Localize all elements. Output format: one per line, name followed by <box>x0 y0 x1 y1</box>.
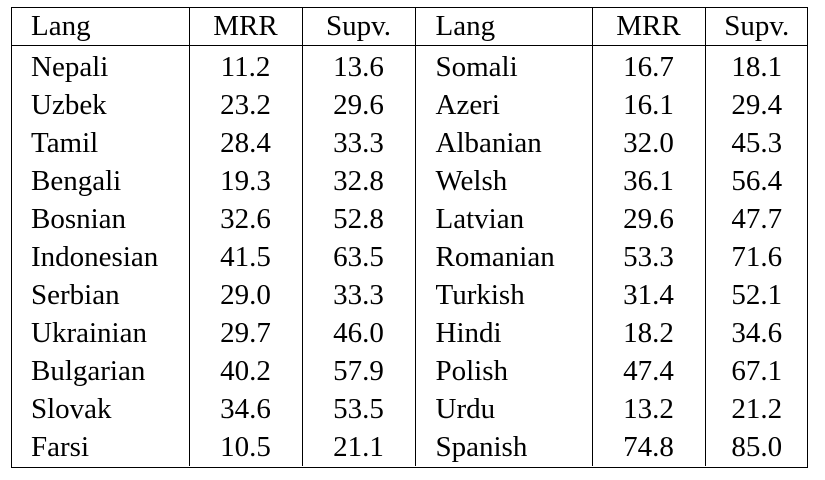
cell-lang-right: Albanian <box>415 124 593 162</box>
header-supv-right: Supv. <box>705 7 808 46</box>
cell-supv-right: 47.7 <box>731 203 783 235</box>
cell-lang-left: Serbian <box>11 276 190 314</box>
cell-lang-right: Somali <box>415 45 593 86</box>
cell-mrr-right: 13.2 <box>592 390 706 428</box>
cell-mrr-left: 32.6 <box>189 200 303 238</box>
cell-supv-right: 34.6 <box>731 317 783 349</box>
cell-mrr-right: 36.1 <box>592 162 706 200</box>
cell-mrr-left: 40.2 <box>189 352 303 390</box>
cell-supv-left: 21.1 <box>302 428 416 466</box>
cell-mrr-right: 74.8 <box>592 428 706 466</box>
cell-mrr-right: 53.3 <box>592 238 706 276</box>
header-lang-right: Lang <box>415 7 593 46</box>
cell-supv-right: 85.0 <box>731 431 783 463</box>
cell-supv-left: 29.6 <box>302 86 416 124</box>
cell-mrr-right: 31.4 <box>592 276 706 314</box>
cell-supv-right: 29.4 <box>731 89 783 121</box>
header-lang-left: Lang <box>11 7 190 46</box>
cell-supv-right: 67.1 <box>731 355 783 387</box>
cell-lang-right: Latvian <box>415 200 593 238</box>
cell-supv-left: 52.8 <box>302 200 416 238</box>
cell-lang-left: Farsi <box>11 428 190 466</box>
table-row: Farsi 10.5 21.1 Spanish 74.8 85.0 <box>11 428 808 466</box>
table-row: Serbian 29.0 33.3 Turkish 31.4 52.1 <box>11 276 808 314</box>
cell-supv-left: 63.5 <box>302 238 416 276</box>
header-row: Lang MRR Supv. Lang MRR Supv. <box>11 7 808 46</box>
cell-lang-left: Ukrainian <box>11 314 190 352</box>
cell-mrr-left: 19.3 <box>189 162 303 200</box>
cell-supv-right: 52.1 <box>731 279 783 311</box>
cell-lang-right: Turkish <box>415 276 593 314</box>
cell-lang-left: Tamil <box>11 124 190 162</box>
cell-lang-left: Nepali <box>11 45 190 86</box>
table-body: Nepali 11.2 13.6 Somali 16.7 18.1 Uzbek 23.2 29.… <box>11 45 808 466</box>
cell-supv-right: 56.4 <box>731 165 783 197</box>
cell-mrr-left: 28.4 <box>189 124 303 162</box>
cell-mrr-left: 23.2 <box>189 86 303 124</box>
header-supv-left: Supv. <box>302 7 416 46</box>
table-row: Tamil 28.4 33.3 Albanian 32.0 45.3 <box>11 124 808 162</box>
cell-supv-right: 45.3 <box>731 127 783 159</box>
cell-supv-right: 18.1 <box>731 51 783 83</box>
cell-supv-left: 32.8 <box>302 162 416 200</box>
cell-supv-left: 13.6 <box>302 45 416 86</box>
table-row: Bengali 19.3 32.8 Welsh 36.1 56.4 <box>11 162 808 200</box>
table-header: Lang MRR Supv. Lang MRR Supv. <box>11 7 808 46</box>
cell-supv-left: 57.9 <box>302 352 416 390</box>
header-mrr-right: MRR <box>592 7 706 46</box>
cell-lang-right: Welsh <box>415 162 593 200</box>
cell-mrr-left: 41.5 <box>189 238 303 276</box>
table-row: Bulgarian 40.2 57.9 Polish 47.4 67.1 <box>11 352 808 390</box>
cell-lang-left: Bulgarian <box>11 352 190 390</box>
cell-mrr-left: 29.7 <box>189 314 303 352</box>
cell-lang-right: Urdu <box>415 390 593 428</box>
table-row: Uzbek 23.2 29.6 Azeri 16.1 29.4 <box>11 86 808 124</box>
cell-mrr-right: 16.7 <box>592 45 706 86</box>
cell-mrr-left: 34.6 <box>189 390 303 428</box>
cell-lang-left: Uzbek <box>11 86 190 124</box>
cell-mrr-left: 29.0 <box>189 276 303 314</box>
cell-mrr-right: 47.4 <box>592 352 706 390</box>
results-table: Lang MRR Supv. Lang MRR Supv. Nepali 11.2… <box>11 7 808 466</box>
cell-supv-left: 46.0 <box>302 314 416 352</box>
cell-mrr-right: 18.2 <box>592 314 706 352</box>
cell-mrr-left: 11.2 <box>189 45 303 86</box>
cell-lang-left: Indonesian <box>11 238 190 276</box>
header-mrr-left: MRR <box>189 7 303 46</box>
table-row: Slovak 34.6 53.5 Urdu 13.2 21.2 <box>11 390 808 428</box>
cell-lang-right: Polish <box>415 352 593 390</box>
table-row: Indonesian 41.5 63.5 Romanian 53.3 71.6 <box>11 238 808 276</box>
cell-mrr-right: 16.1 <box>592 86 706 124</box>
cell-lang-left: Bengali <box>11 162 190 200</box>
cell-supv-left: 33.3 <box>302 276 416 314</box>
cell-supv-right: 71.6 <box>731 241 783 273</box>
cell-supv-right: 21.2 <box>731 393 783 425</box>
cell-lang-right: Azeri <box>415 86 593 124</box>
cell-mrr-right: 29.6 <box>592 200 706 238</box>
cell-lang-right: Spanish <box>415 428 593 466</box>
cell-mrr-right: 32.0 <box>592 124 706 162</box>
cell-lang-right: Romanian <box>415 238 593 276</box>
cell-lang-left: Bosnian <box>11 200 190 238</box>
table-row: Bosnian 32.6 52.8 Latvian 29.6 47.7 <box>11 200 808 238</box>
cell-mrr-left: 10.5 <box>189 428 303 466</box>
cell-lang-right: Hindi <box>415 314 593 352</box>
cell-supv-left: 33.3 <box>302 124 416 162</box>
table-row: Nepali 11.2 13.6 Somali 16.7 18.1 <box>11 45 808 86</box>
cell-supv-left: 53.5 <box>302 390 416 428</box>
cell-lang-left: Slovak <box>11 390 190 428</box>
table-row: Ukrainian 29.7 46.0 Hindi 18.2 34.6 <box>11 314 808 352</box>
